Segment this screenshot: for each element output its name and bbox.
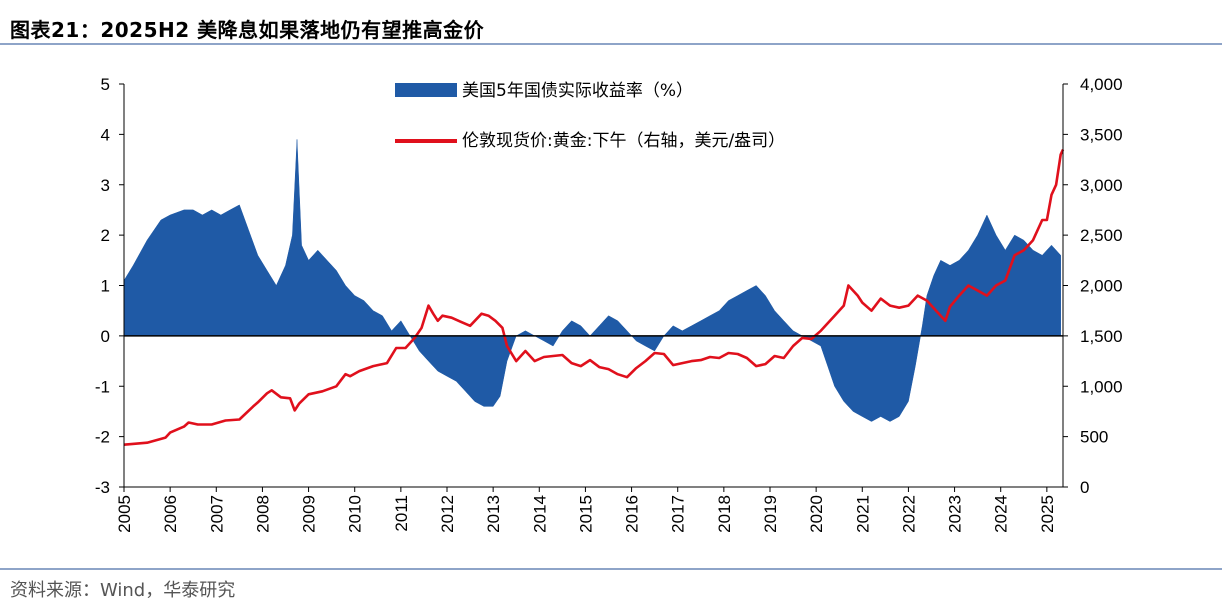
series-gold-price-line: [123, 148, 1065, 446]
figure-title-row: 图表21：2025H2 美降息如果落地仍有望推高金价: [10, 14, 484, 43]
figure-title: 2025H2 美降息如果落地仍有望推高金价: [100, 18, 485, 42]
x-axis-tick-label: 2011: [392, 495, 411, 532]
left-axis-tick-label: 1: [101, 277, 110, 296]
right-axis-tick-label: 1,500: [1080, 327, 1123, 346]
right-axis-tick-label: 0: [1080, 478, 1089, 497]
x-axis-tick-label: 2016: [623, 495, 642, 533]
left-axis-tick-label: 0: [101, 327, 110, 346]
x-axis-tick-label: 2012: [438, 495, 457, 533]
x-axis-tick-label: 2006: [161, 495, 180, 533]
bottom-rule: [0, 568, 1222, 570]
x-axis-tick-label: 2021: [853, 495, 872, 533]
x-axis-tick-label: 2019: [761, 495, 780, 533]
x-axis-tick-label: 2018: [715, 495, 734, 533]
left-axis-tick-label: -2: [95, 428, 110, 447]
right-axis-tick-label: 2,500: [1080, 226, 1123, 245]
source-note: 资料来源：Wind，华泰研究: [10, 580, 236, 601]
legend: 美国5年国债实际收益率（%） 伦敦现货价:黄金:下午（右轴，美元/盎司）: [395, 81, 785, 151]
x-axis-tick-label: 2008: [253, 495, 272, 533]
right-axis-tick-label: 1,000: [1080, 377, 1123, 396]
x-axis-tick-label: 2022: [899, 495, 918, 533]
left-axis-tick-label: -1: [95, 377, 110, 396]
figure-label: 图表21：: [10, 18, 101, 42]
axes-layer: -3 -2 -1 0 1 2 3 4 5 0 500 1,000 1,500 2,000 2,500 3,00…: [95, 75, 1123, 533]
x-axis-tick-label: 2013: [484, 495, 503, 533]
legend-swatch-area: [395, 83, 457, 97]
x-axis-tick-label: 2020: [807, 495, 826, 533]
x-axis-tick-label: 2005: [115, 495, 134, 533]
right-axis-tick-label: 3,000: [1080, 176, 1123, 195]
x-axis-tick-label: 2015: [576, 495, 595, 533]
x-axis-tick-label: 2010: [346, 495, 365, 533]
x-axis-tick-label: 2009: [300, 495, 319, 533]
right-axis-tick-label: 3,500: [1080, 125, 1123, 144]
left-axis-tick-label: 4: [101, 125, 110, 144]
x-axis-tick-label: 2025: [1038, 495, 1057, 533]
left-axis-tick-label: -3: [95, 478, 110, 497]
left-axis-tick-label: 5: [101, 75, 110, 94]
series-real-yield-area: [123, 139, 1061, 422]
legend-label-area: 美国5年国债实际收益率（%）: [462, 81, 693, 101]
left-axis-tick-label: 3: [101, 176, 110, 195]
plot-layer: [123, 139, 1065, 446]
x-axis-tick-label: 2017: [669, 495, 688, 533]
x-axis-tick-label: 2014: [530, 495, 549, 533]
x-axis-tick-label: 2024: [992, 495, 1011, 533]
legend-label-line: 伦敦现货价:黄金:下午（右轴，美元/盎司）: [462, 131, 785, 151]
right-axis-tick-label: 2,000: [1080, 277, 1123, 296]
left-axis-tick-label: 2: [101, 226, 110, 245]
right-axis-tick-label: 4,000: [1080, 75, 1123, 94]
x-axis-tick-label: 2023: [946, 495, 965, 533]
x-axis-tick-label: 2007: [207, 495, 226, 533]
top-rule: [0, 43, 1222, 45]
right-axis-tick-label: 500: [1080, 428, 1108, 447]
